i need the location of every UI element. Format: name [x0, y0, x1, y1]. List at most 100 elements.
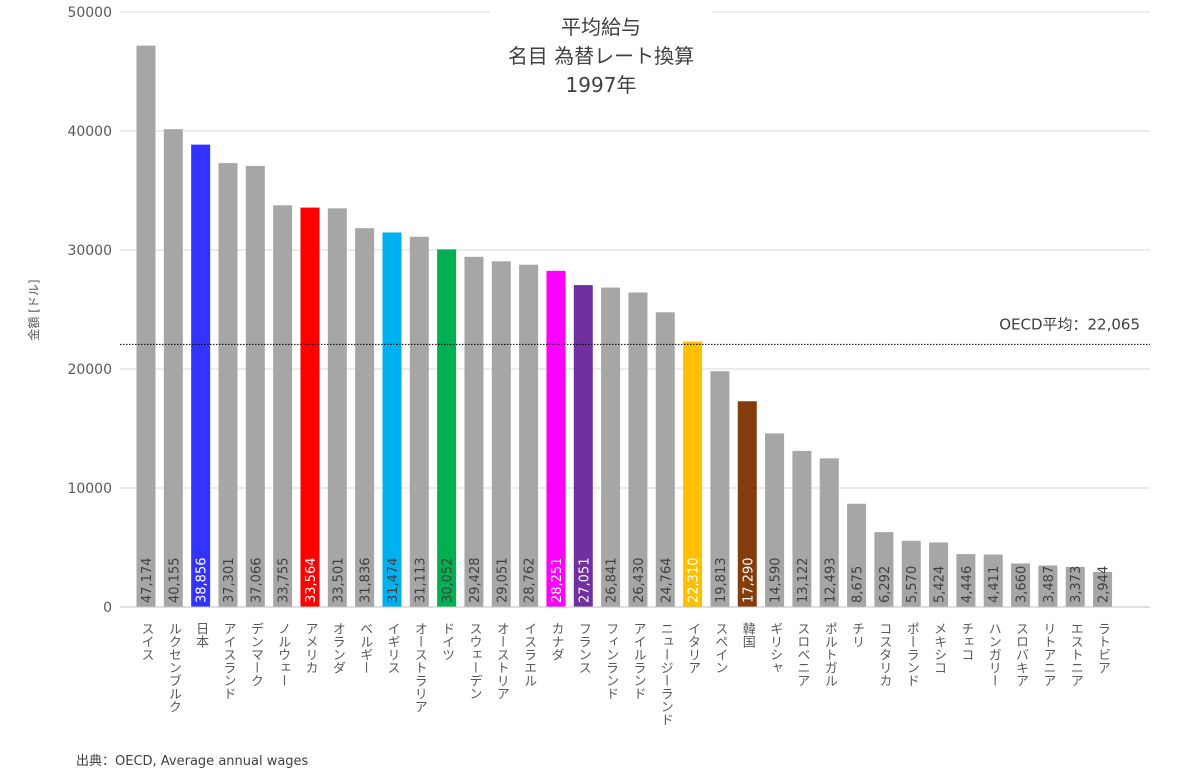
- bar: [765, 433, 785, 607]
- category-label: カナダ: [548, 622, 563, 661]
- data-label: 3,487: [1042, 566, 1057, 603]
- data-label: 38,856: [195, 558, 210, 604]
- category-label: イスラエル: [521, 622, 536, 687]
- category-label: イギリス: [384, 622, 399, 674]
- data-label: 28,251: [550, 558, 565, 604]
- category-label: ポーランド: [904, 622, 919, 687]
- chart-title-line: 名目 為替レート換算: [508, 44, 694, 68]
- category-label: フィンランド: [603, 622, 618, 700]
- data-label: 26,841: [605, 558, 620, 604]
- category-label: アイスランド: [220, 622, 235, 700]
- data-label: 33,501: [331, 558, 346, 604]
- data-label: 37,066: [249, 558, 264, 604]
- bar: [601, 287, 621, 607]
- bar: [491, 261, 511, 607]
- chart-title-line: 1997年: [566, 73, 637, 97]
- bar: [901, 540, 921, 607]
- title-background: [490, 0, 712, 110]
- data-label: 31,113: [413, 558, 428, 604]
- bar: [956, 554, 976, 607]
- category-label: スイス: [139, 622, 154, 661]
- data-label: 4,411: [987, 566, 1002, 603]
- category-label: ニュージーランド: [658, 622, 673, 726]
- bar: [628, 292, 648, 607]
- bar: [300, 207, 320, 608]
- data-label: 6,292: [878, 566, 893, 603]
- data-label: 31,836: [359, 558, 374, 604]
- bar: [191, 144, 211, 608]
- bar: [983, 554, 1003, 607]
- data-label: 29,428: [468, 558, 483, 604]
- category-label: スウェーデン: [466, 622, 481, 700]
- bar: [655, 312, 675, 607]
- data-label: 3,373: [1069, 566, 1084, 603]
- y-tick-label: 30000: [67, 243, 112, 259]
- data-label: 33,564: [304, 558, 319, 604]
- bar: [519, 264, 539, 607]
- data-label: 22,310: [687, 558, 702, 604]
- y-axis-label: 金額 [ドル]: [26, 279, 41, 340]
- bar: [1093, 571, 1113, 607]
- category-label: チリ: [849, 622, 864, 648]
- data-label: 27,051: [577, 558, 592, 604]
- category-label: コスタリカ: [876, 622, 891, 687]
- category-label: 韓国: [740, 622, 756, 648]
- y-tick-label: 0: [103, 600, 112, 616]
- bar: [163, 129, 183, 607]
- data-label: 19,813: [714, 558, 729, 604]
- category-label: イタリア: [685, 622, 700, 674]
- data-label: 47,174: [140, 558, 155, 604]
- category-label: エストニア: [1068, 622, 1083, 687]
- data-label: 4,446: [960, 566, 975, 603]
- y-tick-label: 40000: [67, 124, 112, 140]
- data-label: 29,051: [495, 558, 510, 604]
- bar: [1065, 566, 1085, 607]
- category-label: チェコ: [958, 622, 973, 661]
- category-label: オーストリア: [494, 622, 509, 700]
- data-label: 13,122: [796, 558, 811, 604]
- bar: [1011, 563, 1031, 607]
- y-tick-label: 10000: [67, 481, 112, 497]
- source-note: 出典：OECD, Average annual wages: [76, 754, 309, 769]
- data-label: 17,290: [741, 558, 756, 604]
- bar: [245, 165, 265, 607]
- category-label: ハンガリー: [986, 622, 1001, 687]
- data-label: 14,590: [769, 558, 784, 604]
- bar: [464, 256, 484, 607]
- category-label: ギリシャ: [767, 622, 782, 674]
- data-label: 2,944: [1097, 566, 1112, 603]
- bar: [683, 341, 703, 607]
- data-label: 40,155: [167, 558, 182, 604]
- category-label: スロバキア: [1013, 622, 1029, 687]
- data-label: 5,424: [933, 566, 948, 603]
- category-label: ルクセンブルク: [166, 622, 182, 713]
- bar: [218, 163, 238, 607]
- category-label: リトアニア: [1040, 622, 1055, 687]
- category-label: ドイツ: [439, 622, 454, 661]
- data-label: 37,301: [222, 558, 237, 604]
- category-label: フランス: [576, 622, 591, 674]
- bar: [792, 450, 812, 607]
- bar: [874, 532, 894, 607]
- data-label: 31,474: [386, 558, 401, 604]
- bar: [382, 232, 402, 607]
- y-tick-label: 20000: [67, 362, 112, 378]
- category-label: アイルランド: [630, 622, 645, 700]
- oecd-average-label: OECD平均：22,065: [999, 315, 1140, 333]
- category-label: アメリカ: [302, 622, 317, 674]
- bar: [573, 285, 593, 607]
- category-label: ベルギー: [357, 622, 373, 674]
- data-label: 12,493: [823, 558, 838, 604]
- bar: [327, 208, 347, 607]
- data-label: 28,762: [523, 558, 538, 604]
- bar: [847, 503, 867, 607]
- category-label: スペイン: [712, 622, 728, 674]
- data-label: 33,755: [277, 558, 292, 604]
- data-label: 8,675: [851, 566, 866, 603]
- data-label: 5,570: [905, 566, 920, 603]
- category-label: ポルトガル: [822, 622, 837, 687]
- bar: [710, 371, 730, 607]
- category-label: スロベニア: [794, 622, 810, 687]
